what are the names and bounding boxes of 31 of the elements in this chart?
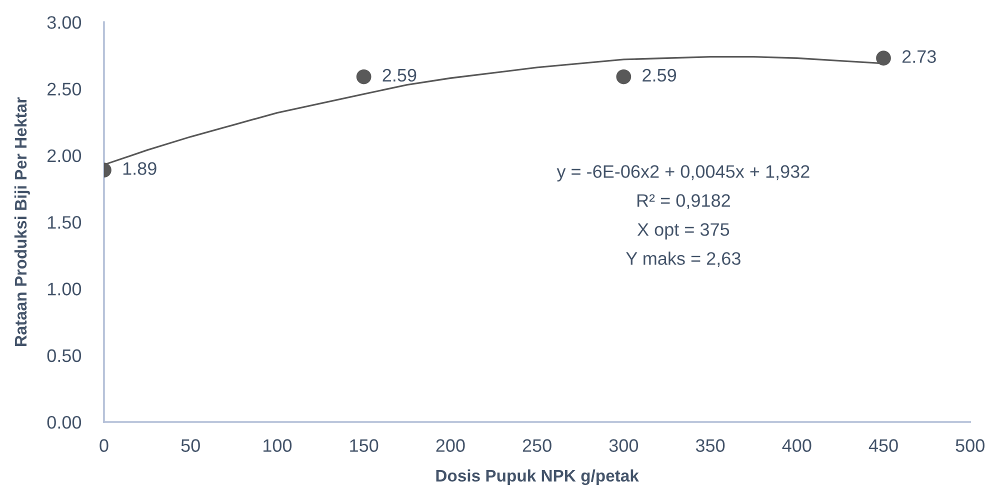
data-label: 2.59	[642, 68, 676, 82]
data-label: 1.89	[123, 162, 156, 175]
annotation: y = -6E-06x2 + 0,0045x + 1,932	[556, 165, 810, 182]
y-tick-label: 1.50	[48, 216, 82, 229]
x-tick-label: 400	[782, 439, 812, 452]
point	[616, 69, 632, 84]
annotation: R² = 0,9182	[637, 194, 730, 210]
y-tick-label: 2.50	[48, 82, 82, 96]
x-tick-label: 150	[350, 439, 378, 452]
x-tick-label: 0	[100, 439, 108, 452]
y-tick-label: 3.00	[47, 16, 82, 29]
y-tick-label: 2.00	[48, 149, 82, 162]
y-tick-label: 0.50	[47, 349, 82, 362]
x-tick-label: 200	[436, 439, 465, 452]
x-axis-title: Dosis Pupuk NPK g/petak	[436, 469, 639, 486]
y-tick-label: 1.00	[48, 282, 82, 296]
x-tick-label: 100	[264, 439, 292, 452]
point	[356, 69, 372, 84]
x-tick-label: 500	[956, 439, 984, 452]
y-tick-label: 0.00	[47, 416, 82, 429]
x-tick-label: 250	[522, 439, 552, 452]
annotation: X opt = 375	[637, 223, 730, 240]
y-axis-title: Rataan Produksi Biji Per Hektar	[14, 97, 30, 346]
x-tick-label: 300	[609, 439, 638, 452]
x-tick-label: 350	[696, 439, 725, 452]
annotation: Y maks = 2,63	[626, 252, 740, 268]
x-tick-label: 450	[868, 439, 898, 452]
data-label: 2.59	[382, 68, 416, 82]
x-tick-label: 50	[181, 439, 200, 452]
data-label: 2.73	[902, 50, 936, 63]
point	[876, 50, 891, 66]
